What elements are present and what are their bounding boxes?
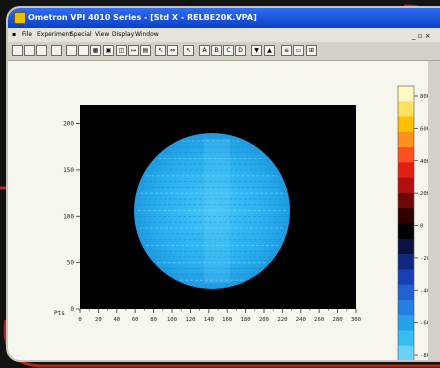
print-icon[interactable] (51, 45, 62, 56)
color-scale-swatch (398, 116, 414, 133)
menu-window[interactable]: Window (135, 31, 159, 38)
list-icon[interactable]: ≡ (281, 45, 292, 56)
color-scale-swatch (398, 86, 414, 102)
save-icon[interactable] (36, 45, 47, 56)
cursor-icon[interactable]: ↖ (155, 45, 166, 56)
color-scale-swatch (398, 269, 414, 285)
y-tick-label: 0 (70, 306, 74, 313)
menu-file[interactable]: File (22, 31, 33, 38)
x-tick-label: 280 (333, 317, 343, 323)
y-tick-label: 150 (63, 167, 74, 174)
app-icon (14, 12, 26, 24)
color-scale-frame (397, 85, 415, 360)
open-icon[interactable] (24, 45, 35, 56)
color-scale-label: 400 (420, 159, 428, 165)
x-tick-label: 140 (204, 317, 214, 323)
preview-icon[interactable] (66, 45, 77, 56)
x-tick-label: 160 (222, 317, 232, 323)
x-tick-label: 120 (185, 317, 195, 323)
menu-icon[interactable]: ▪ (12, 31, 17, 38)
new-icon[interactable] (12, 45, 23, 56)
x-tick-label: 0 (78, 317, 81, 323)
x-tick-label: 240 (296, 317, 306, 323)
x-tick-label: 100 (167, 317, 177, 323)
box-a-icon[interactable]: A (199, 45, 210, 56)
menu-display[interactable]: Display (112, 31, 135, 38)
menu-experiment[interactable]: Experiment (37, 31, 72, 38)
y-tick-label: 200 (63, 121, 74, 128)
color-scale-swatch (398, 162, 414, 178)
page-icon[interactable] (78, 45, 89, 56)
box-d-icon[interactable]: D (235, 45, 246, 56)
plot-area: 0 50 100 150 200 0 20 40 60 80 100 120 140 160 180 200 2… (8, 61, 433, 360)
box-b-icon[interactable]: B (211, 45, 222, 56)
color-scale-label: 800 (420, 94, 428, 100)
color-scale-swatch (398, 238, 414, 255)
color-scale-label: -800 (420, 353, 428, 359)
menu-view[interactable]: View (95, 31, 110, 38)
color-scale-swatch (398, 284, 414, 301)
disc-highlight (204, 139, 230, 283)
color-scale-swatch (398, 147, 414, 163)
toolbar: ▦ ▣ ◫ ↦ ▤ ↖ ⇔ ↖ A B C D ▼ ▲ ≡ ▭ ⊞ (8, 42, 440, 61)
vibration-disc (134, 133, 290, 289)
vibration-map-plot: 0 50 100 150 200 0 20 40 60 80 100 120 140 160 180 200 2… (54, 85, 433, 360)
grid-view-icon[interactable]: ⊞ (306, 45, 317, 56)
color-scale-swatch (398, 131, 414, 148)
view-icon[interactable]: ▭ (293, 45, 304, 56)
menu-bar: ▪ File Experiment Special View Display W… (8, 28, 440, 42)
x-tick-label: 40 (113, 317, 120, 323)
color-scale-swatch (398, 345, 414, 360)
x-tick-label: 300 (351, 317, 361, 323)
x-tick-label: 20 (95, 317, 102, 323)
title-bar[interactable]: Ometron VPI 4010 Series - [Std X - RELBE… (8, 8, 440, 28)
color-scale-label: -200 (420, 256, 428, 262)
x-tick-label: 180 (241, 317, 251, 323)
down-triangle-icon[interactable]: ▼ (251, 45, 262, 56)
box-c-icon[interactable]: C (223, 45, 234, 56)
color-scale-swatch (398, 223, 414, 240)
window-title: Ometron VPI 4010 Series - [Std X - RELBE… (28, 13, 257, 22)
frame-icon[interactable]: ◫ (116, 45, 127, 56)
pointer-icon[interactable]: ↖ (183, 45, 194, 56)
image-icon[interactable]: ▣ (103, 45, 114, 56)
menu-special[interactable]: Special (70, 31, 92, 38)
chart-icon[interactable]: ▦ (90, 45, 101, 56)
y-tick-label: 50 (67, 260, 75, 267)
color-scale-label: -400 (420, 288, 428, 294)
color-scale-swatch (398, 330, 414, 347)
up-triangle-icon[interactable]: ▲ (264, 45, 275, 56)
x-tick-label: 260 (314, 317, 324, 323)
x-tick-label: 80 (150, 317, 157, 323)
x-tick-label: 60 (132, 317, 139, 323)
app-window: Ometron VPI 4010 Series - [Std X - RELBE… (6, 6, 440, 362)
color-scale-swatch (398, 254, 414, 270)
color-scale-swatch (398, 299, 414, 316)
color-scale-label: 200 (420, 191, 428, 197)
measure-icon[interactable]: ⇔ (167, 45, 178, 56)
x-tick-label: 200 (259, 317, 269, 323)
color-scale-swatch (398, 192, 414, 209)
color-scale-swatch (398, 101, 414, 117)
x-tick-label: 220 (277, 317, 287, 323)
color-scale-label: -600 (420, 321, 428, 327)
arrow-icon[interactable]: ↦ (128, 45, 139, 56)
color-scale-label: 0 (420, 224, 423, 230)
y-tick-label: 100 (63, 213, 74, 220)
color-scale-swatch (398, 177, 414, 194)
mdi-controls[interactable]: _ ▫ × (412, 32, 431, 40)
grid-icon[interactable]: ▤ (140, 45, 151, 56)
color-scale-swatch (398, 315, 414, 331)
x-axis-label: Pts (54, 310, 65, 317)
color-scale-swatch (398, 208, 414, 224)
color-scale-label: 600 (420, 126, 428, 132)
